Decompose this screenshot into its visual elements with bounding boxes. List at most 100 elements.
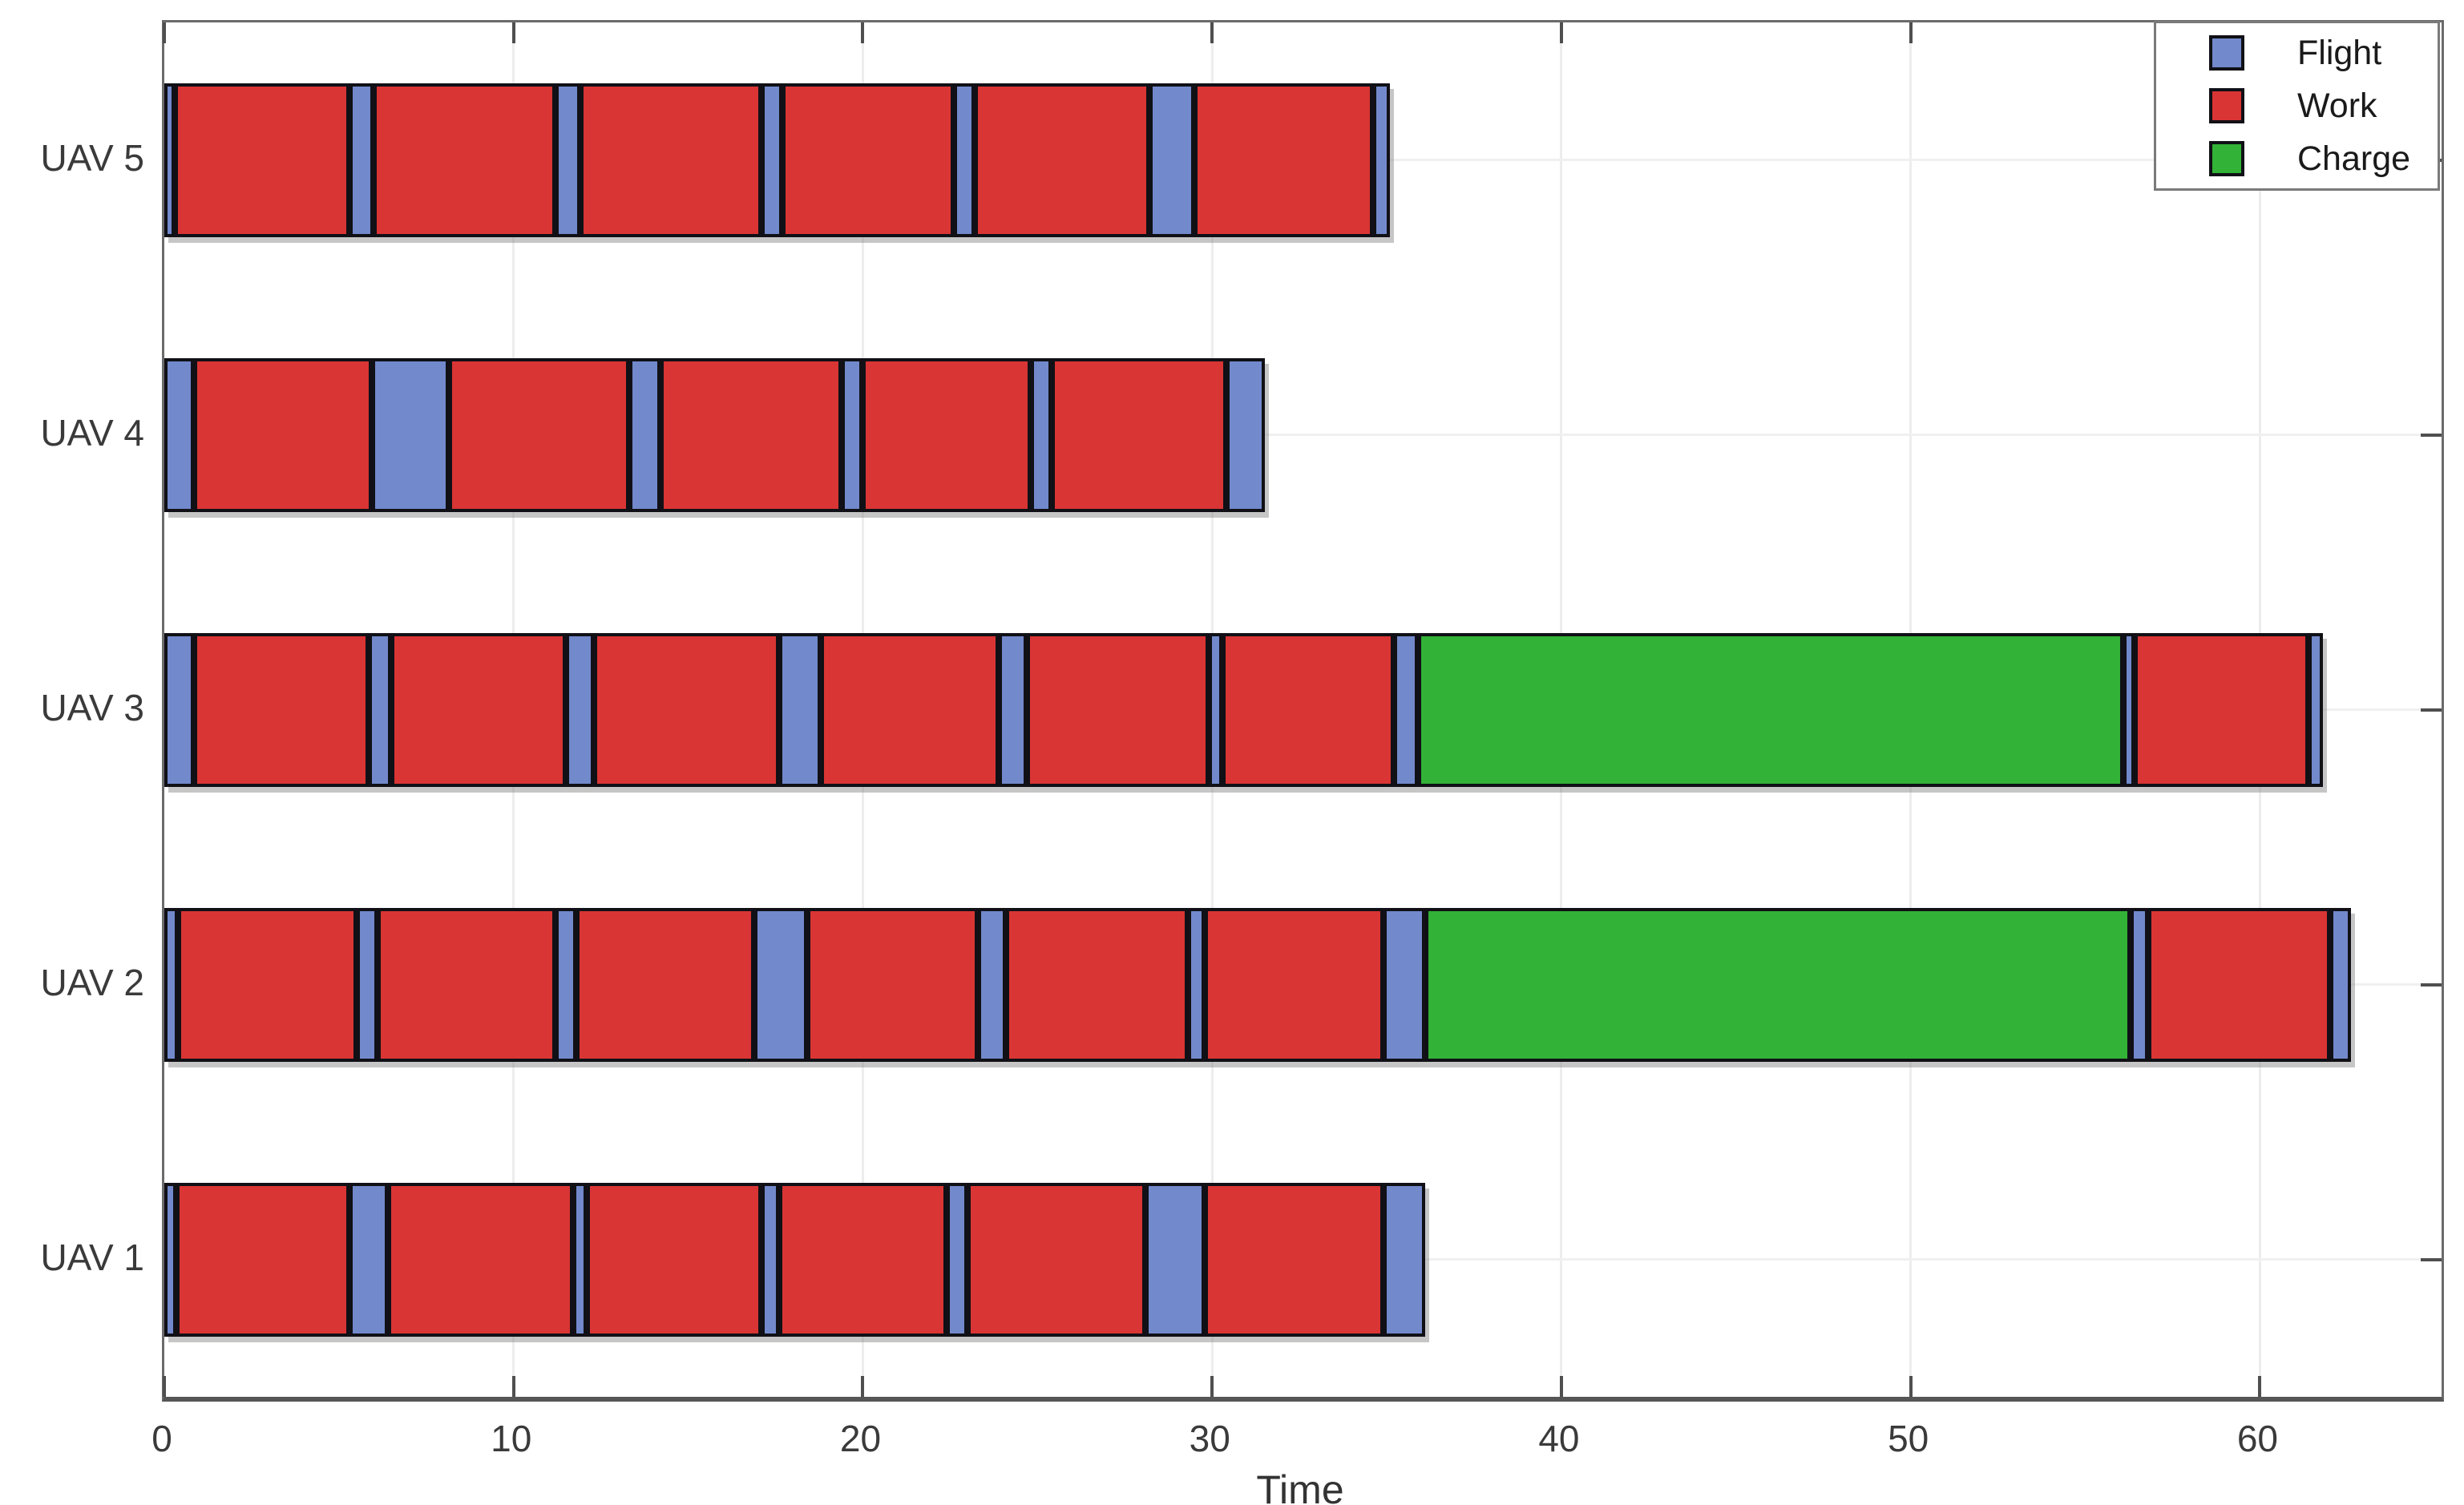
gantt-segment-flight	[572, 1182, 588, 1337]
gantt-segment-flight	[356, 907, 378, 1062]
gantt-segment-work	[391, 632, 567, 787]
gantt-segment-work	[967, 1182, 1146, 1337]
x-axis-tick	[1210, 1376, 1214, 1397]
gantt-segment-work	[194, 632, 369, 787]
x-axis-tick	[511, 1376, 515, 1397]
gantt-segment-work	[2147, 907, 2330, 1062]
gantt-segment-work	[178, 907, 357, 1062]
gantt-segment-work	[1205, 1182, 1383, 1337]
gantt-segment-work	[194, 357, 373, 512]
y-axis-tick-right	[2421, 982, 2442, 987]
gantt-segment-work	[806, 907, 979, 1062]
legend-item-charge: Charge	[2156, 132, 2438, 185]
x-tick-label: 0	[151, 1418, 172, 1459]
gantt-segment-work	[1027, 632, 1209, 787]
uav-schedule-bar	[164, 1182, 1425, 1337]
gantt-segment-flight	[1030, 357, 1052, 512]
gantt-segment-flight	[1145, 1182, 1206, 1337]
uav-schedule-bar	[164, 357, 1265, 512]
y-axis-tick-right	[2421, 433, 2442, 437]
gantt-segment-work	[974, 83, 1149, 237]
gantt-segment-flight	[1187, 907, 1206, 1062]
x-axis-tick-top	[163, 22, 166, 43]
y-axis-tick-right	[2421, 1257, 2442, 1261]
gantt-segment-flight	[1208, 632, 1223, 787]
x-axis-tick-top	[1909, 22, 1913, 43]
x-tick-label: 20	[839, 1418, 882, 1459]
gantt-segment-work	[1222, 632, 1394, 787]
gantt-segment-work	[778, 1182, 947, 1337]
gantt-segment-flight	[1383, 907, 1425, 1062]
gantt-segment-flight	[2329, 907, 2351, 1062]
uav-schedule-bar	[164, 907, 2351, 1062]
gantt-segment-flight	[761, 83, 783, 237]
gantt-segment-charge	[1418, 632, 2124, 787]
gantt-segment-flight	[1383, 1182, 1425, 1337]
x-axis-tick	[861, 1376, 865, 1397]
x-tick-label: 60	[2236, 1418, 2278, 1459]
legend-label: Flight	[2297, 33, 2382, 72]
gantt-segment-work	[580, 83, 762, 237]
x-axis-tick	[163, 1376, 166, 1397]
x-axis-tick	[1559, 1376, 1563, 1397]
gantt-segment-work	[374, 83, 556, 237]
gantt-segment-flight	[2123, 632, 2135, 787]
gantt-segment-flight	[1372, 83, 1391, 237]
gantt-segment-flight	[368, 632, 392, 787]
gantt-segment-flight	[947, 1182, 968, 1337]
gantt-segment-work	[660, 357, 842, 512]
gantt-segment-work	[1194, 83, 1373, 237]
legend-swatch-work-icon	[2209, 88, 2244, 123]
gantt-segment-flight	[2131, 907, 2148, 1062]
gantt-segment-flight	[761, 1182, 779, 1337]
gantt-segment-flight	[349, 1182, 388, 1337]
gantt-segment-work	[175, 83, 349, 237]
legend-item-flight: Flight	[2156, 26, 2438, 79]
x-axis-tick-top	[1210, 22, 1214, 43]
y-tick-label: UAV 1	[40, 1236, 144, 1278]
uav-schedule-bar	[164, 632, 2323, 787]
gantt-segment-work	[587, 1182, 762, 1337]
gantt-segment-flight	[164, 357, 195, 512]
gantt-segment-work	[782, 83, 954, 237]
x-axis-tick-top	[511, 22, 515, 43]
gantt-segment-flight	[164, 632, 195, 787]
x-tick-label: 10	[491, 1418, 532, 1459]
x-axis-tick	[2258, 1376, 2262, 1397]
gantt-segment-flight	[164, 1182, 177, 1337]
gantt-segment-flight	[778, 632, 822, 787]
legend-item-work: Work	[2156, 79, 2438, 132]
gantt-segment-work	[821, 632, 1000, 787]
gantt-segment-flight	[978, 907, 1007, 1062]
gantt-segment-work	[1205, 907, 1383, 1062]
gantt-segment-work	[2134, 632, 2309, 787]
gantt-segment-flight	[555, 907, 577, 1062]
gantt-segment-flight	[566, 632, 594, 787]
y-tick-label: UAV 4	[40, 411, 144, 454]
gantt-segment-work	[377, 907, 556, 1062]
y-axis-tick-right	[2421, 708, 2442, 712]
gantt-segment-work	[387, 1182, 573, 1337]
gantt-segment-work	[1006, 907, 1188, 1062]
gantt-segment-flight	[349, 83, 374, 237]
gantt-segment-work	[862, 357, 1031, 512]
x-tick-label: 30	[1189, 1418, 1230, 1459]
x-axis-title: Time	[1256, 1467, 1344, 1505]
y-tick-label: UAV 5	[40, 136, 144, 179]
gantt-segment-work	[1051, 357, 1226, 512]
legend-label: Work	[2297, 86, 2377, 125]
x-tick-label: 50	[1888, 1418, 1929, 1459]
uav-schedule-bar	[164, 83, 1391, 237]
gantt-segment-flight	[754, 907, 807, 1062]
legend-swatch-charge-icon	[2209, 141, 2244, 176]
legend-swatch-flight-icon	[2209, 35, 2244, 71]
gantt-segment-flight	[628, 357, 660, 512]
gantt-segment-flight	[1393, 632, 1419, 787]
plot-area: Flight Work Charge	[162, 20, 2444, 1402]
gantt-segment-work	[593, 632, 779, 787]
gantt-segment-flight	[164, 83, 176, 237]
legend: Flight Work Charge	[2154, 21, 2440, 191]
gantt-segment-flight	[1149, 83, 1195, 237]
gantt-segment-flight	[999, 632, 1028, 787]
